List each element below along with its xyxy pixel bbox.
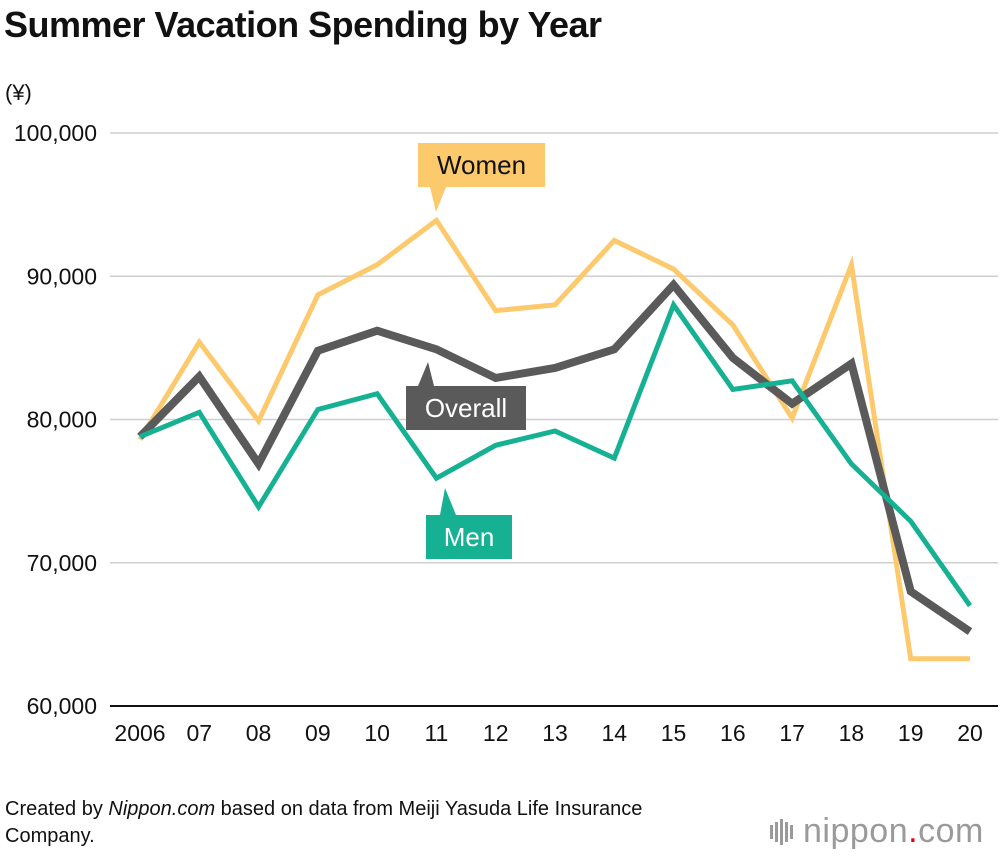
svg-text:Men: Men [444,522,495,552]
x-tick-label: 15 [661,720,687,746]
y-tick-label: 100,000 [14,120,97,146]
x-tick-label: 2006 [114,720,165,746]
x-tick-label: 10 [364,720,390,746]
source-brand: Nippon.com [108,798,216,820]
y-tick-label: 90,000 [27,263,97,289]
x-tick-label: 17 [779,720,805,746]
source-note: Created by Nippon.com based on data from… [5,796,725,850]
logo-mark-icon [770,818,795,845]
y-axis-unit: (¥) [5,80,32,105]
x-tick-label: 07 [186,720,212,746]
x-tick-label: 20 [957,720,983,746]
series-line-overall [137,278,973,635]
y-tick-label: 60,000 [27,693,97,719]
x-tick-label: 14 [601,720,627,746]
logo-tld: com [918,812,984,850]
series-label-men: Men [426,488,512,559]
x-tick-label: 19 [898,720,924,746]
series-label-women: Women [418,143,545,212]
logo-name: nippon [803,812,909,850]
logo-dot: . [908,812,919,850]
x-tick-label: 09 [305,720,331,746]
nippon-logo: nippon.com [770,812,984,851]
svg-text:Overall: Overall [425,393,507,423]
x-tick-label: 11 [424,720,448,746]
x-tick-label: 12 [483,720,509,746]
chart-title: Summer Vacation Spending by Year [4,4,602,45]
logo-text: nippon.com [803,812,984,851]
x-tick-label: 18 [839,720,865,746]
y-tick-label: 70,000 [27,550,97,576]
source-suffix: based on data from Meiji Yasuda Life Ins… [5,798,643,847]
x-tick-label: 13 [542,720,568,746]
source-prefix: Created by [5,798,109,820]
x-tick-label: 16 [720,720,746,746]
x-tick-label: 08 [246,720,272,746]
series-label-overall: Overall [406,362,526,430]
y-tick-label: 80,000 [27,407,97,433]
series-line-men [139,299,973,608]
svg-text:Women: Women [437,150,526,180]
series-line-women [137,216,970,662]
line-chart: 60,000 70,000 80,000 90,000 100,000 2006 07 08… [5,80,998,746]
